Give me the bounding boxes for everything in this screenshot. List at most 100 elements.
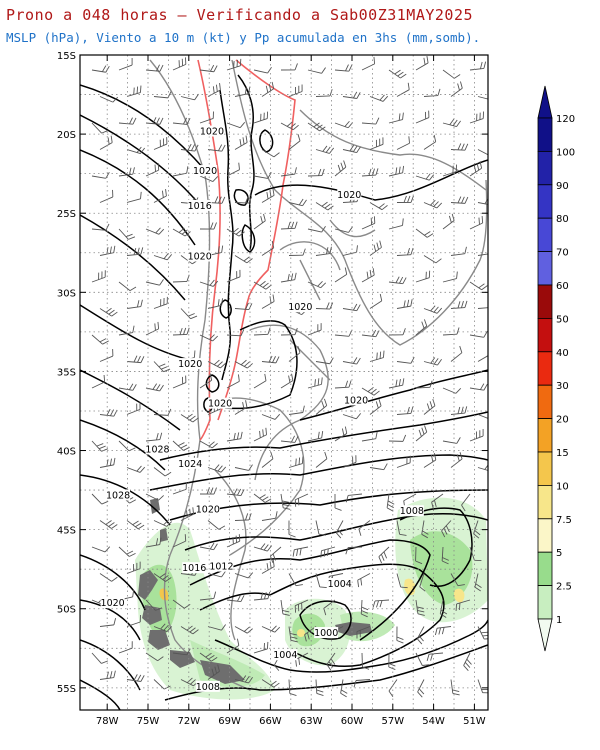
wind-barb [396, 626, 404, 644]
wind-barb [417, 679, 425, 698]
lat-label: 50S [57, 605, 76, 616]
colorbar-segment [537, 184, 553, 219]
wind-barb [461, 493, 471, 512]
wind-barb [226, 269, 241, 283]
wind-barb [334, 329, 353, 337]
wind-barb [369, 350, 385, 362]
wind-barb [99, 135, 113, 150]
wind-barb [261, 413, 281, 420]
wind-barb [99, 573, 118, 582]
isobar-label: 1020 [288, 302, 312, 313]
wind-barb [261, 625, 281, 633]
wind-barb [99, 349, 114, 362]
isobar-label-bg [106, 489, 131, 501]
wind-barb [315, 302, 334, 310]
isobar-label: 1020 [208, 399, 232, 410]
wind-barb [415, 599, 425, 616]
wind-barb [307, 225, 326, 233]
wind-barb [334, 426, 348, 442]
wind-barb [334, 160, 347, 177]
lon-label: 72W [177, 716, 200, 727]
isobar-label-bg [327, 578, 352, 590]
isobar-label: 1020 [101, 598, 125, 609]
wind-barb [361, 117, 380, 125]
wind-barb [356, 626, 371, 639]
wind-barb [388, 434, 407, 442]
wind-barb [280, 599, 290, 616]
colorbar-label: 60 [556, 281, 569, 292]
isobar-label-bg [195, 680, 220, 692]
wind-barb [396, 195, 414, 203]
wind-barb [145, 599, 163, 611]
wind-barb [315, 451, 328, 468]
wind-barb [307, 323, 322, 336]
wind-barb [126, 561, 141, 574]
wind-barb [342, 245, 358, 256]
wind-barb [91, 374, 106, 389]
wind-barb [442, 271, 458, 283]
wind-barb [199, 222, 217, 230]
isobar-labels: 1020 1020 1016 1020 1020 1020 1020 1020 1020 1028… [101, 125, 424, 693]
wind-barb [199, 591, 217, 601]
wind-barb [415, 546, 423, 565]
wind-barb [253, 327, 271, 336]
wind-barb [320, 546, 336, 558]
wind-barb [270, 546, 282, 563]
wind-barb [226, 431, 243, 442]
wind-barb [388, 378, 405, 389]
wind-barb [234, 135, 248, 150]
isobar-label-bg [344, 394, 369, 406]
wind-barb [180, 507, 194, 521]
wind-barb [307, 168, 325, 177]
wind-barb [234, 400, 248, 415]
colorbar-label: 50 [556, 314, 569, 325]
wind-barb [172, 227, 191, 237]
isobar-label-bg [195, 503, 220, 515]
isobar-label-bg [187, 250, 212, 262]
wind-barb [426, 652, 444, 662]
wind-barb [315, 520, 326, 536]
wind-barb [334, 226, 353, 233]
wind-barb [118, 228, 136, 240]
wind-barb [91, 270, 106, 283]
wind-barb [469, 161, 483, 177]
isobar-label-bg [314, 627, 339, 639]
wind-barb [288, 198, 307, 207]
wind-barb [199, 334, 219, 342]
isobar-label: 1000 [314, 628, 338, 639]
wind-barb [199, 373, 213, 389]
lon-label: 75W [137, 716, 160, 727]
wind-barb [416, 626, 425, 645]
isobar-label: 1024 [178, 459, 202, 470]
wind-barb [353, 679, 371, 688]
wind-barb [450, 196, 469, 204]
isobar-label-bg [273, 649, 298, 661]
wind-barb [280, 63, 298, 71]
colorbar-segment [537, 384, 553, 420]
wind-barb [126, 146, 146, 154]
wind-barb [474, 573, 482, 592]
wind-barb [361, 168, 379, 177]
wind-barb [423, 305, 443, 314]
wind-barb [234, 675, 253, 684]
wind-barb [180, 143, 199, 152]
isobar-label: 1004 [273, 650, 297, 661]
wind-barb [463, 652, 472, 671]
isobar-label-bg [178, 457, 203, 469]
wind-barb [477, 307, 488, 309]
wind-barb [145, 227, 165, 235]
wind-barb [396, 136, 410, 150]
wind-barb [153, 408, 172, 416]
colorbar-segment [537, 150, 553, 186]
lat-label: 30S [57, 288, 76, 299]
wind-barb [423, 199, 443, 209]
isobar-label: 1012 [209, 562, 233, 573]
wind-barb [261, 355, 280, 364]
isobar-label: 1020 [337, 190, 361, 201]
colorbar-label: 15 [556, 448, 569, 459]
wind-barb [415, 110, 430, 124]
precipitation-colorbar: 1 2.5 5 7.5 10 15 20 30 40 50 60 70 80 90 100 120 [537, 85, 575, 652]
lon-label: 78W [96, 716, 119, 727]
colorbar-segment [537, 284, 553, 319]
